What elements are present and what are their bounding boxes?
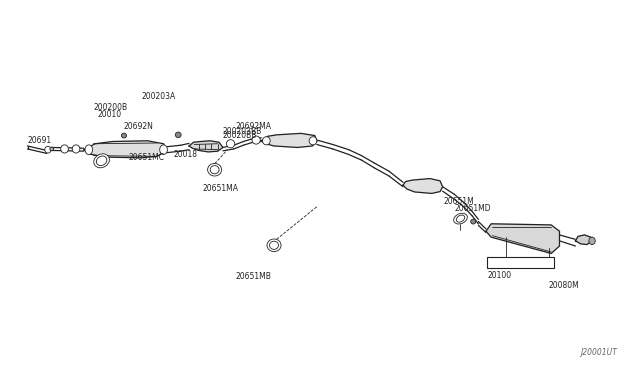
Ellipse shape xyxy=(470,219,476,224)
Ellipse shape xyxy=(93,154,109,168)
Ellipse shape xyxy=(160,145,168,154)
Ellipse shape xyxy=(72,145,80,153)
Text: J20001UT: J20001UT xyxy=(580,348,617,357)
Ellipse shape xyxy=(309,137,317,145)
Bar xyxy=(487,257,554,268)
Text: 20651MA: 20651MA xyxy=(202,185,239,193)
Text: 20080M: 20080M xyxy=(548,281,579,290)
Ellipse shape xyxy=(269,241,278,249)
Polygon shape xyxy=(486,224,559,253)
Ellipse shape xyxy=(61,145,68,153)
Text: 200200B: 200200B xyxy=(93,103,127,112)
Ellipse shape xyxy=(456,215,465,222)
Text: 20651MB: 20651MB xyxy=(236,272,271,281)
Polygon shape xyxy=(189,141,223,152)
Ellipse shape xyxy=(50,147,54,151)
Ellipse shape xyxy=(267,239,281,251)
Ellipse shape xyxy=(210,166,219,174)
Text: 20018: 20018 xyxy=(173,150,197,159)
Ellipse shape xyxy=(45,146,51,153)
Ellipse shape xyxy=(207,163,221,176)
Ellipse shape xyxy=(589,237,595,244)
Ellipse shape xyxy=(252,136,260,144)
Text: 20100: 20100 xyxy=(487,271,511,280)
Text: 20651MD: 20651MD xyxy=(454,205,491,214)
Text: 20692N: 20692N xyxy=(124,122,153,131)
Text: 20692MA: 20692MA xyxy=(236,122,272,131)
Polygon shape xyxy=(261,134,317,147)
Text: 20651MC: 20651MC xyxy=(129,153,164,161)
Ellipse shape xyxy=(175,132,181,138)
Text: 20010: 20010 xyxy=(98,110,122,119)
Text: 200203A: 200203A xyxy=(141,92,175,101)
Ellipse shape xyxy=(85,145,93,154)
Text: 20651M: 20651M xyxy=(444,197,475,206)
Text: 200203BB: 200203BB xyxy=(223,126,262,136)
Polygon shape xyxy=(575,235,592,244)
Text: 20020BB: 20020BB xyxy=(223,131,257,141)
Ellipse shape xyxy=(454,213,467,224)
Ellipse shape xyxy=(262,137,270,145)
Polygon shape xyxy=(403,179,443,193)
Polygon shape xyxy=(84,141,167,158)
Ellipse shape xyxy=(227,140,235,148)
Text: 20691: 20691 xyxy=(28,135,52,145)
Ellipse shape xyxy=(97,156,107,166)
Ellipse shape xyxy=(122,133,127,138)
